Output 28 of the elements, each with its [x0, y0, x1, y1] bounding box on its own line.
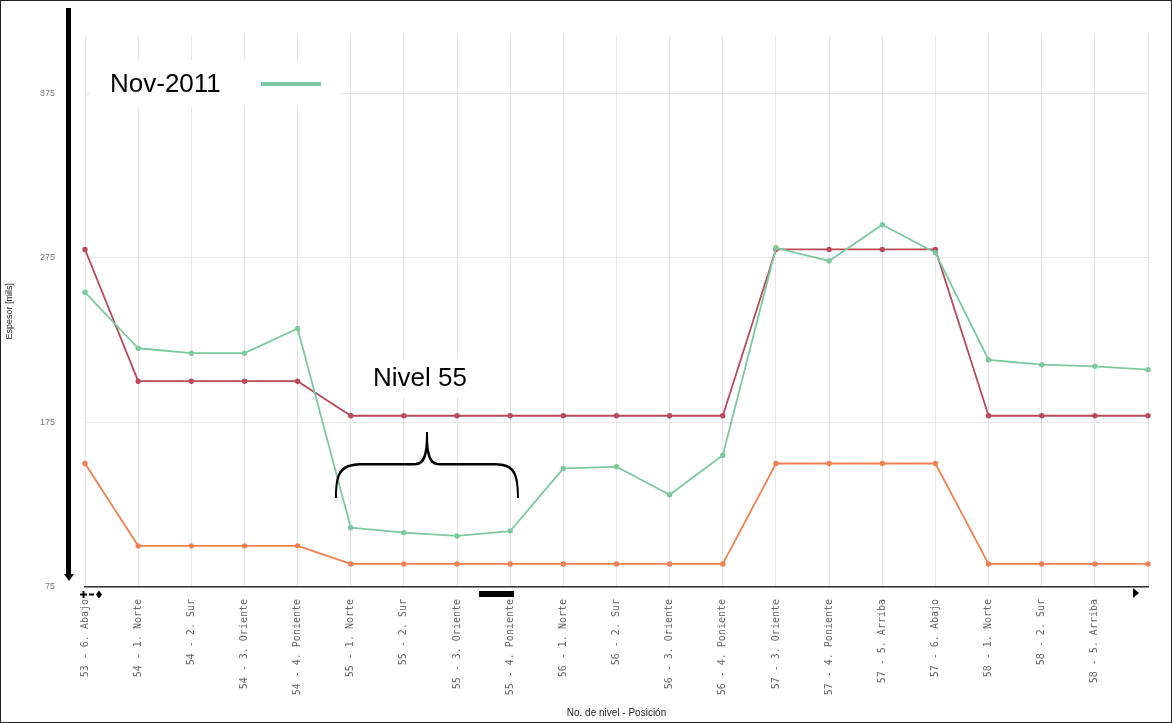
x-tick-label: 54 - 3. Oriente [238, 599, 250, 690]
x-tick-label: 58 - 2. Sur [1035, 599, 1047, 666]
x-tick-label: 56 - 1. Norte [556, 599, 568, 678]
x-tick-label: 57 - 3. Oriente [769, 599, 781, 690]
x-tick-label: 55 - 3. Oriente [450, 599, 462, 690]
x-tick-label: 57 - 5. Arriba [875, 599, 887, 684]
y-tick-label: 75 [44, 581, 55, 592]
x-tick-label: 55 - 4. Poniente [503, 599, 515, 696]
y-tick-label: 175 [39, 416, 55, 427]
x-tick-label: 53 - 6. Abajo [78, 599, 90, 678]
x-tick-label: 56 - 2. Sur [610, 599, 622, 666]
x-tick-label: 58 - 1. Norte [982, 599, 994, 678]
annotation: Nivel 55 [355, 358, 485, 397]
legend-label: Nov-2011 [110, 68, 221, 99]
x-tick-label: 58 - 5. Arriba [1088, 599, 1100, 684]
x-tick-label: 54 - 4. Poniente [291, 599, 303, 696]
y-axis-title: Espesor [mils] [3, 282, 14, 340]
x-tick-label: 57 - 6. Abajo [928, 599, 940, 678]
x-tick-label: 55 - 1. Norte [344, 599, 356, 678]
y-tick-label: 375 [39, 87, 55, 98]
x-tick-label: 57 - 4. Poniente [822, 599, 834, 696]
x-axis-title: No. de nivel - Posición [566, 706, 667, 718]
x-tick-label: 55 - 2. Sur [397, 599, 409, 666]
x-tick-label: 54 - 2. Sur [184, 599, 196, 666]
x-tick-label: 54 - 1. Norte [131, 599, 143, 678]
y-tick-label: 275 [39, 252, 55, 263]
x-tick-label: 56 - 4. Poniente [716, 599, 728, 696]
x-tick-label: 56 - 3. Oriente [663, 599, 675, 690]
